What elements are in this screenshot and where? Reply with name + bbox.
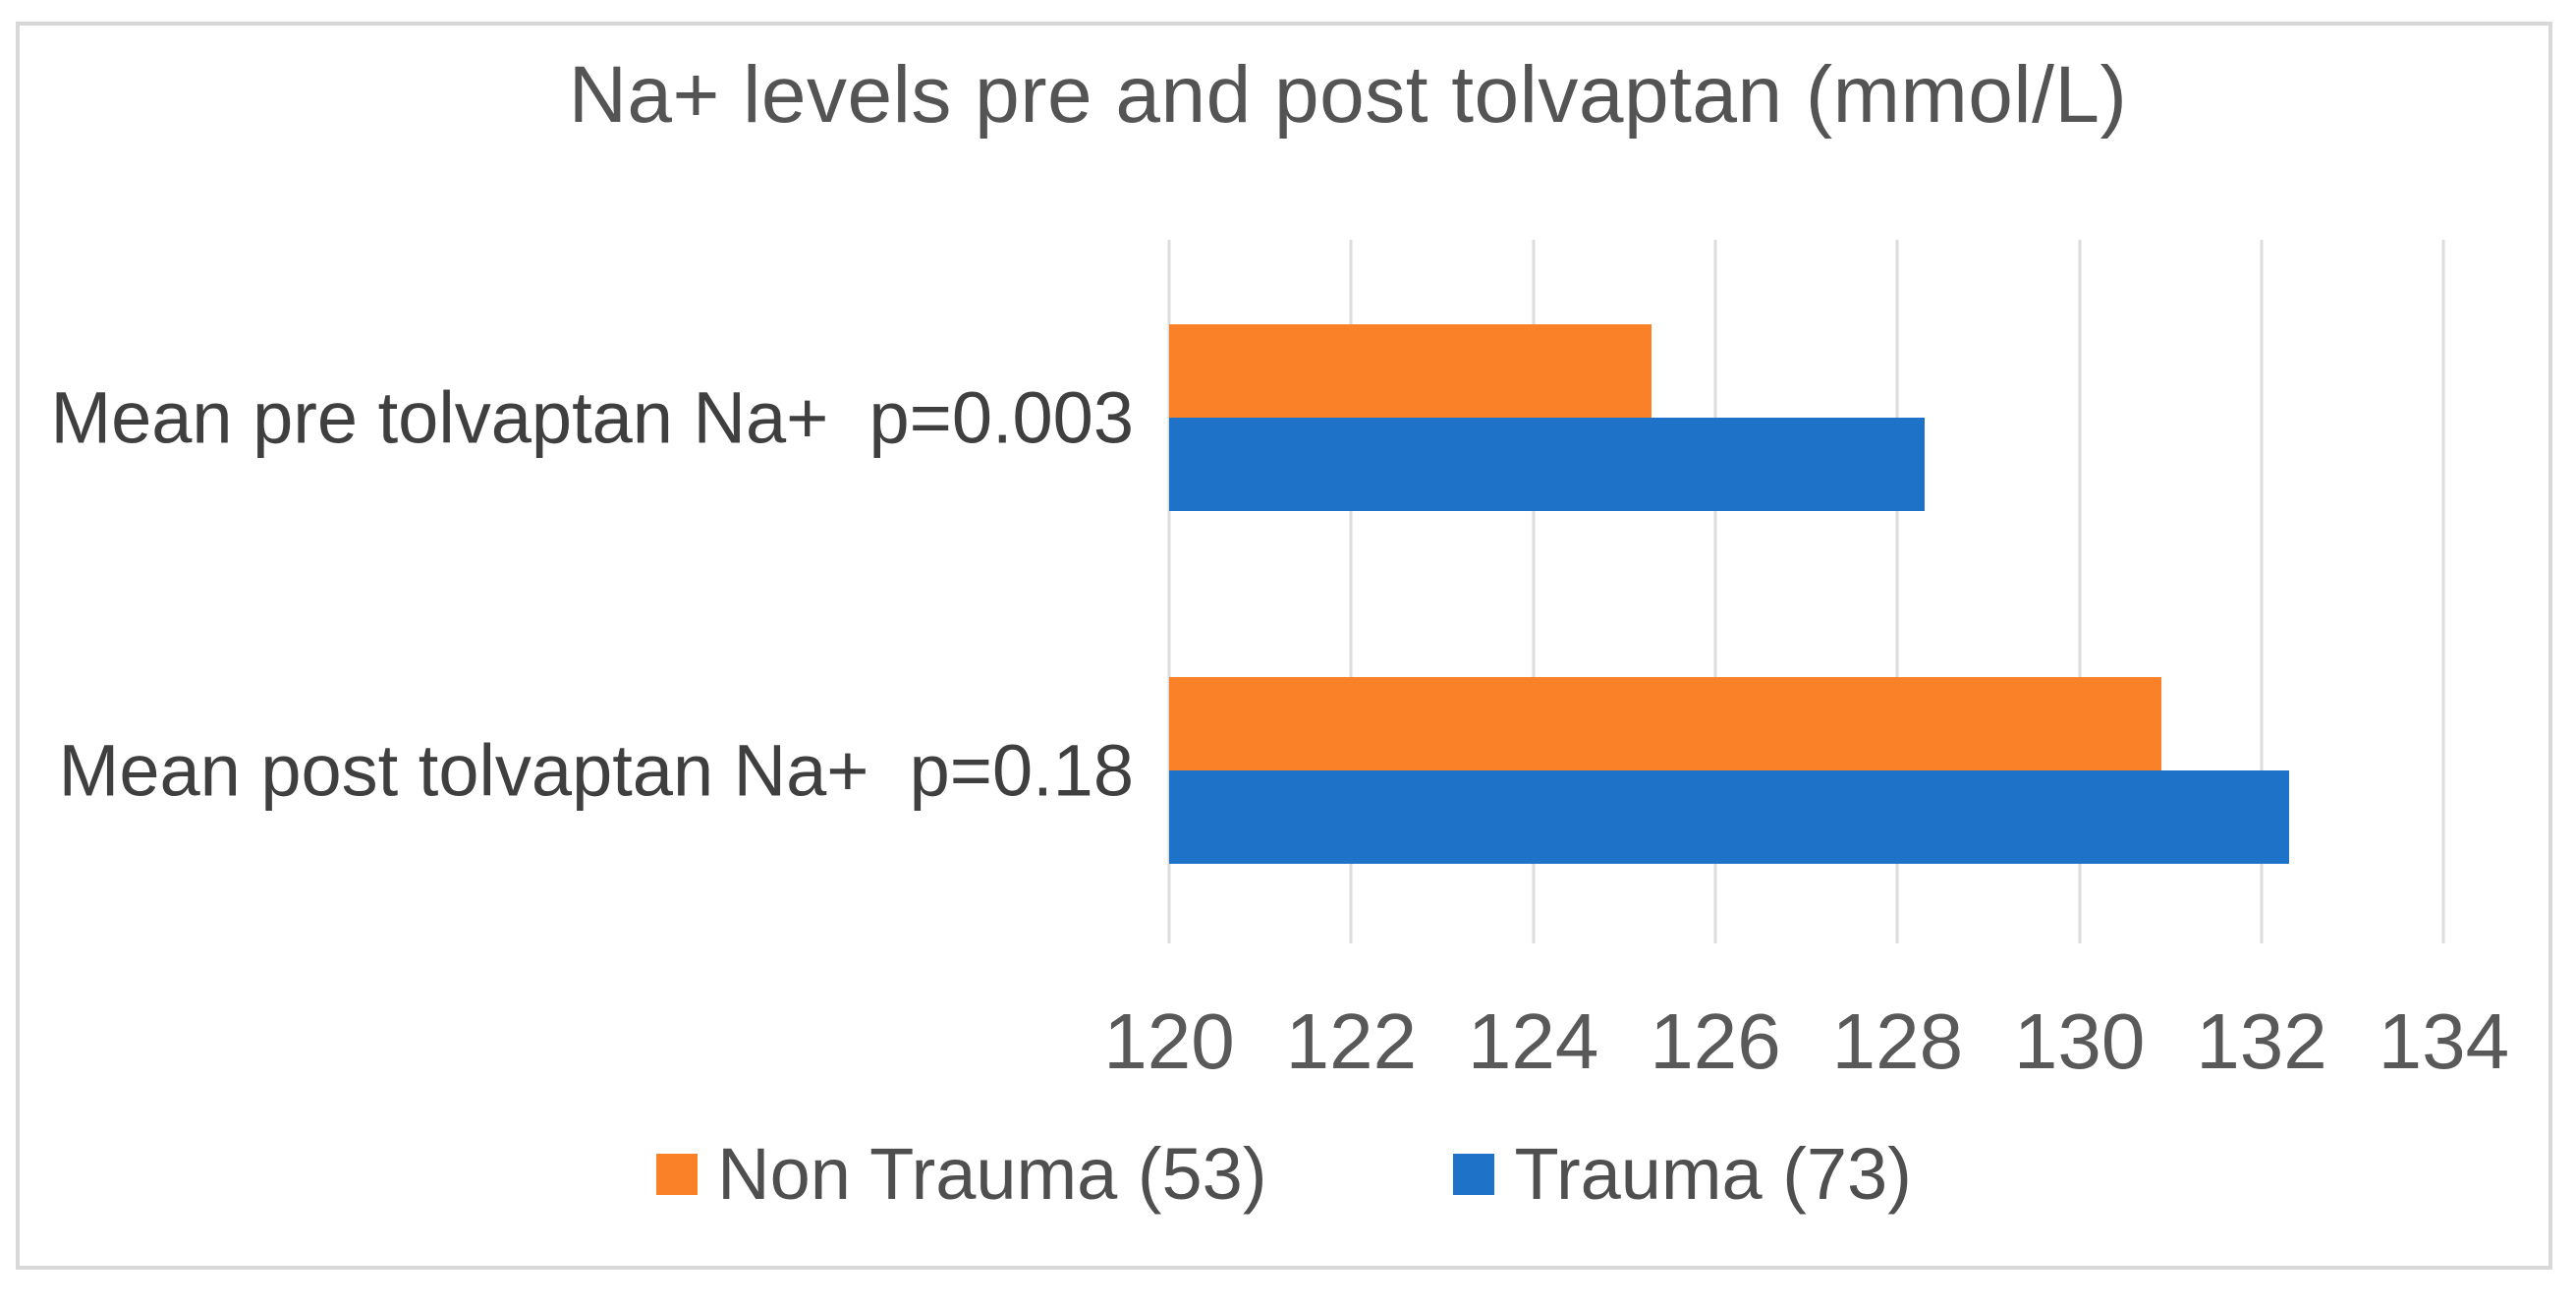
bar-pre-non-trauma (1169, 324, 1652, 418)
gridline-128 (1895, 240, 1899, 943)
category-label-pre: Mean pre tolvaptan Na+ p=0.003 (50, 376, 1134, 459)
trauma-swatch-icon (1453, 1153, 1495, 1195)
non-trauma-swatch-icon (656, 1153, 699, 1195)
x-tick-label-126: 126 (1650, 997, 1781, 1085)
category-label-post: Mean post tolvaptan Na+ p=0.18 (58, 729, 1134, 812)
gridline-134 (2441, 240, 2445, 943)
gridline-130 (2078, 240, 2082, 943)
x-tick-label-124: 124 (1467, 997, 1599, 1085)
x-tick-label-132: 132 (2196, 997, 2327, 1085)
plot-area (1167, 240, 2535, 943)
gridline-122 (1349, 240, 1353, 943)
bar-post-trauma (1169, 770, 2289, 864)
x-tick-label-134: 134 (2378, 997, 2510, 1085)
x-tick-label-122: 122 (1285, 997, 1418, 1085)
x-tick-label-128: 128 (1831, 997, 1964, 1085)
bar-post-non-trauma (1169, 677, 2162, 770)
gridline-124 (1532, 240, 1536, 943)
chart-frame: Na+ levels pre and post tolvaptan (mmol/… (16, 22, 2552, 1270)
legend-label-trauma: Trauma (73) (1514, 1133, 1912, 1215)
x-tick-label-130: 130 (2013, 997, 2146, 1085)
legend-item-non-trauma: Non Trauma (53) (656, 1132, 1266, 1216)
gridline-126 (1713, 240, 1717, 943)
x-tick-label-120: 120 (1103, 997, 1235, 1085)
bar-pre-trauma (1169, 418, 1926, 511)
legend-item-trauma: Trauma (73) (1453, 1132, 1912, 1216)
gridline-120 (1167, 240, 1171, 943)
gridline-132 (2260, 240, 2264, 943)
legend-label-non-trauma: Non Trauma (53) (717, 1133, 1267, 1215)
chart-title: Na+ levels pre and post tolvaptan (mmol/… (568, 50, 2128, 140)
legend: Non Trauma (53) Trauma (73) (20, 1132, 2548, 1216)
